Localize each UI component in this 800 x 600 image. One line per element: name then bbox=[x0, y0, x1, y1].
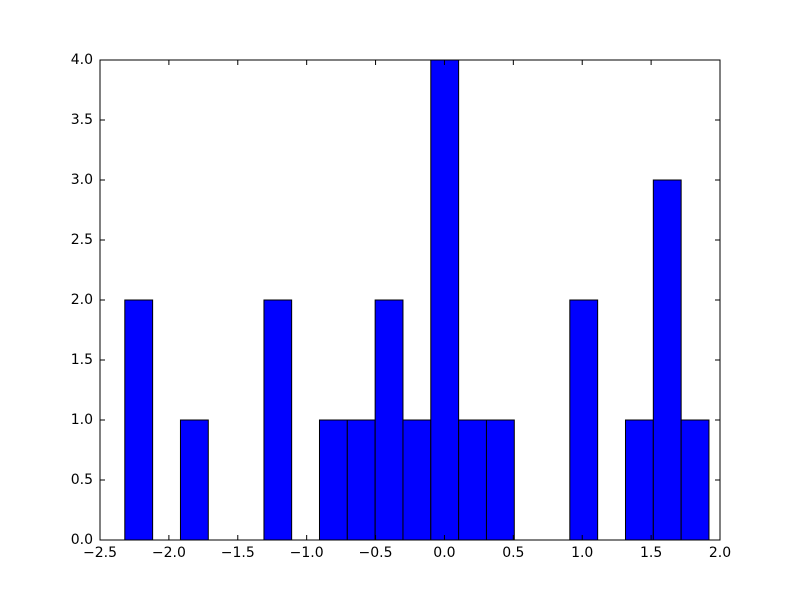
y-tick-label: 0.0 bbox=[71, 532, 93, 548]
bar bbox=[569, 299, 599, 541]
x-tick-label: −2.0 bbox=[152, 545, 186, 561]
bar bbox=[318, 419, 348, 541]
bar bbox=[346, 419, 376, 541]
y-tick-label: 2.0 bbox=[71, 292, 93, 308]
bar bbox=[263, 299, 293, 541]
y-tick-label: 1.0 bbox=[71, 412, 93, 428]
x-tick-label: 1.5 bbox=[640, 545, 662, 561]
bar bbox=[430, 59, 460, 541]
y-tick-label: 2.5 bbox=[71, 232, 93, 248]
bar bbox=[124, 299, 154, 541]
y-tick-label: 1.5 bbox=[71, 352, 93, 368]
x-tick-label: −0.5 bbox=[359, 545, 393, 561]
x-tick-label: −1.5 bbox=[221, 545, 255, 561]
x-tick-label: 2.0 bbox=[709, 545, 731, 561]
y-tick-label: 3.0 bbox=[71, 172, 93, 188]
bar bbox=[179, 419, 209, 541]
bar bbox=[485, 419, 515, 541]
bar bbox=[458, 419, 487, 541]
bar bbox=[624, 419, 654, 541]
bar bbox=[402, 419, 432, 541]
x-tick-label: 0.5 bbox=[502, 545, 524, 561]
y-tick-label: 4.0 bbox=[71, 52, 93, 68]
x-tick-label: −1.0 bbox=[290, 545, 324, 561]
x-tick-label: 0.0 bbox=[433, 545, 455, 561]
bar bbox=[652, 179, 682, 541]
y-tick-label: 0.5 bbox=[71, 472, 93, 488]
x-tick-label: 1.0 bbox=[571, 545, 593, 561]
bar bbox=[680, 419, 710, 541]
bar bbox=[374, 299, 404, 541]
x-tick-label: −2.5 bbox=[83, 545, 117, 561]
y-tick-label: 3.5 bbox=[71, 112, 93, 128]
